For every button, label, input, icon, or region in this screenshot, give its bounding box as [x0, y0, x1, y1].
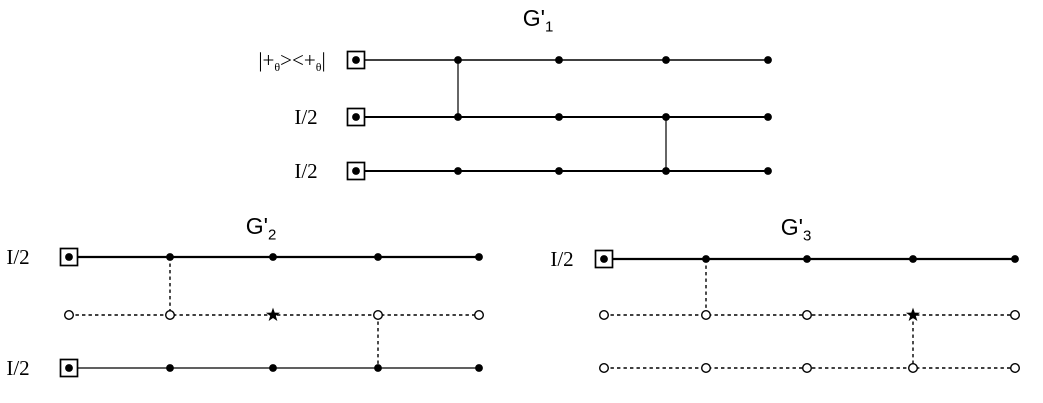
virtual-qubit-circle — [474, 310, 485, 321]
qubit-dot — [1011, 255, 1019, 263]
diagram-title-g2: G'2 — [245, 213, 277, 243]
qubit-dot — [374, 253, 382, 261]
qubit-dot — [269, 364, 277, 372]
virtual-qubit-circle — [164, 310, 175, 321]
row-label: I/2 — [550, 247, 573, 271]
virtual-qubit-circle — [802, 363, 813, 374]
qubit-dot — [702, 255, 710, 263]
diagram-title-main: G' — [780, 214, 803, 240]
qubit-dot — [764, 167, 772, 175]
virtual-qubit-circle — [1010, 310, 1021, 321]
virtual-qubit-circle — [1010, 363, 1021, 374]
qubit-dot — [764, 113, 772, 121]
virtual-qubit-circle — [599, 363, 610, 374]
diagram-title-subscript: 3 — [802, 227, 812, 245]
qubit-dot — [475, 253, 483, 261]
diagram-title-subscript: 2 — [267, 226, 277, 244]
qubit-dot — [764, 56, 772, 64]
diagram-title-g3: G'3 — [780, 214, 812, 244]
virtual-qubit-circle — [701, 363, 712, 374]
qubit-dot — [555, 113, 563, 121]
input-dot — [352, 56, 360, 64]
input-dot — [352, 167, 360, 175]
qubit-dot — [909, 255, 917, 263]
qubit-dot — [803, 255, 811, 263]
qubit-dot — [555, 56, 563, 64]
qubit-dot — [269, 253, 277, 261]
qubit-dot — [662, 167, 670, 175]
graph-g3-prime: I/2 — [550, 247, 1021, 374]
virtual-qubit-circle — [701, 310, 712, 321]
qubit-dot — [454, 167, 462, 175]
qubit-dot — [662, 56, 670, 64]
diagram-title-subscript: 1 — [544, 18, 554, 36]
input-dot — [65, 364, 73, 372]
graph-g2-prime: I/2 I/2 — [6, 245, 485, 380]
qubit-dot — [662, 113, 670, 121]
virtual-qubit-circle — [908, 363, 919, 374]
qubit-dot — [454, 56, 462, 64]
qubit-dot — [166, 364, 174, 372]
diagram-title-main: G' — [522, 5, 545, 31]
virtual-qubit-circle — [63, 310, 74, 321]
virtual-qubit-circle — [802, 310, 813, 321]
input-dot — [65, 253, 73, 261]
row-label: I/2 — [294, 105, 317, 129]
row-label: I/2 — [294, 159, 317, 183]
virtual-qubit-circle — [373, 310, 384, 321]
qubit-dot — [475, 364, 483, 372]
diagram-title-g1: G'1 — [522, 5, 554, 35]
input-dot — [352, 113, 360, 121]
qubit-dot — [374, 364, 382, 372]
qubit-dot — [454, 113, 462, 121]
qubit-dot — [166, 253, 174, 261]
input-dot — [600, 255, 608, 263]
row-label: |+θ><+θ| — [258, 48, 325, 74]
diagram-title-main: G' — [245, 213, 268, 239]
row-label: I/2 — [6, 356, 29, 380]
virtual-qubit-circle — [599, 310, 610, 321]
star-marker — [265, 307, 281, 321]
graph-g1-prime: |+θ><+θ| I/2 I/2 — [258, 48, 772, 183]
qubit-dot — [555, 167, 563, 175]
star-marker — [905, 307, 921, 321]
row-label: I/2 — [6, 245, 29, 269]
